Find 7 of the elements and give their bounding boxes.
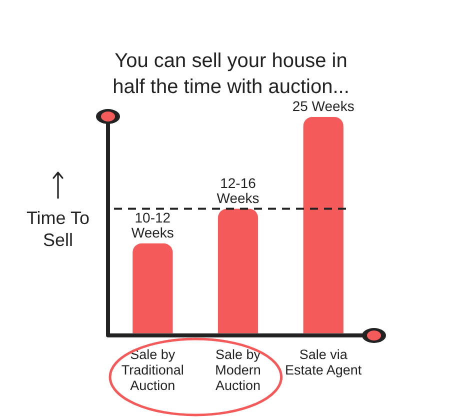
x-tick-label: Sale by Modern Auction [215, 346, 261, 393]
y-axis-title: Time To Sell [25, 207, 91, 252]
data-label: 10-12 Weeks [131, 209, 174, 240]
x-tick-label: Sale via Estate Agent [285, 346, 362, 378]
data-label: 12-16 Weeks [216, 174, 260, 206]
data-label: 25 Weeks [292, 98, 354, 114]
chart-title: You can sell your house in half the time with auction... [112, 49, 350, 100]
